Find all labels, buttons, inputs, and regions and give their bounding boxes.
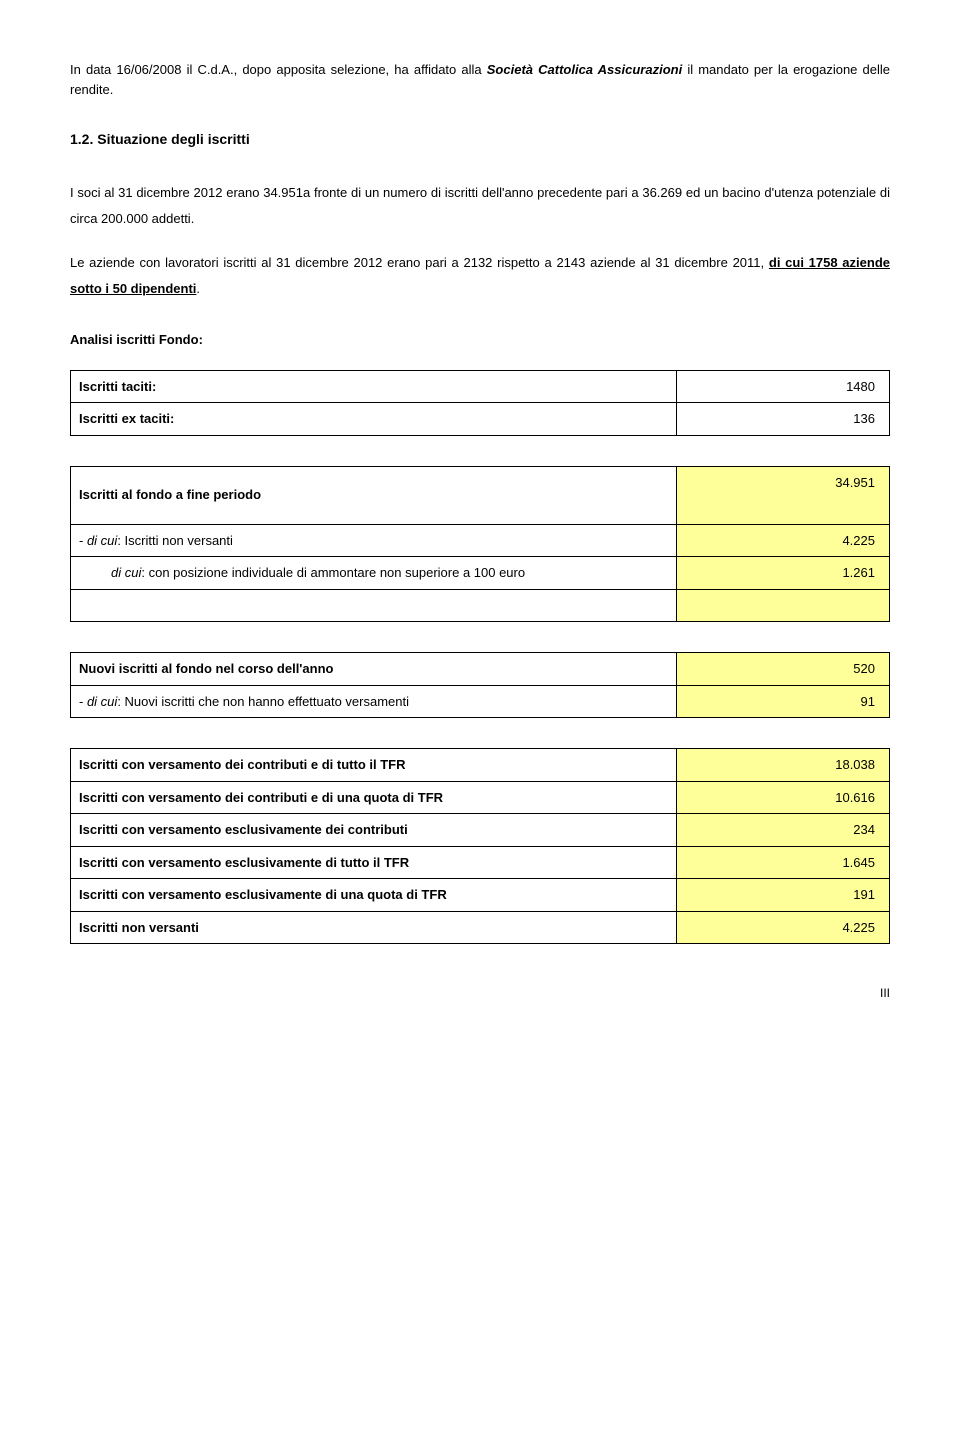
cell-value: 191 — [677, 879, 890, 912]
table-row: Iscritti con versamento dei contributi e… — [71, 781, 890, 814]
cell-label: Iscritti con versamento esclusivamente d… — [71, 879, 677, 912]
cell-label: Nuovi iscritti al fondo nel corso dell'a… — [71, 653, 677, 686]
table-row: Iscritti con versamento dei contributi e… — [71, 749, 890, 782]
cell-label: Iscritti al fondo a fine periodo — [71, 466, 677, 524]
cell-value: 234 — [677, 814, 890, 847]
cell-label: Iscritti ex taciti: — [71, 403, 677, 436]
table-row: di cui: con posizione individuale di amm… — [71, 557, 890, 590]
table-row: Iscritti non versanti 4.225 — [71, 911, 890, 944]
cell-label: di cui: con posizione individuale di amm… — [71, 557, 677, 590]
intro-paragraph-2: I soci al 31 dicembre 2012 erano 34.951a… — [70, 180, 890, 232]
cell-label: Iscritti con versamento esclusivamente d… — [71, 814, 677, 847]
cell-value: 1.261 — [677, 557, 890, 590]
cell-label: Iscritti con versamento dei contributi e… — [71, 749, 677, 782]
table-iscritti-fine-periodo: Iscritti al fondo a fine periodo 34.951 … — [70, 466, 890, 623]
table-row: Iscritti taciti: 1480 — [71, 370, 890, 403]
text-italic: di cui — [111, 565, 141, 580]
cell-value: 34.951 — [677, 466, 890, 524]
cell-value: 10.616 — [677, 781, 890, 814]
table-nuovi-iscritti: Nuovi iscritti al fondo nel corso dell'a… — [70, 652, 890, 718]
cell-value: 18.038 — [677, 749, 890, 782]
text: : con posizione individuale di ammontare… — [141, 565, 525, 580]
text: Le aziende con lavoratori iscritti al 31… — [70, 255, 769, 270]
text: . — [196, 281, 200, 296]
text: : Nuovi iscritti che non hanno effettuat… — [117, 694, 409, 709]
cell-value: 4.225 — [677, 911, 890, 944]
table-row: Iscritti con versamento esclusivamente d… — [71, 879, 890, 912]
cell-value: 136 — [677, 403, 890, 436]
table-row — [71, 589, 890, 622]
cell-label: Iscritti taciti: — [71, 370, 677, 403]
table-row: - di cui: Iscritti non versanti 4.225 — [71, 524, 890, 557]
text: - — [79, 694, 87, 709]
table-taciti: Iscritti taciti: 1480 Iscritti ex taciti… — [70, 370, 890, 436]
analisi-heading: Analisi iscritti Fondo: — [70, 330, 890, 350]
table-row: Nuovi iscritti al fondo nel corso dell'a… — [71, 653, 890, 686]
text: - — [79, 533, 87, 548]
table-row: Iscritti al fondo a fine periodo 34.951 — [71, 466, 890, 524]
table-row: - di cui: Nuovi iscritti che non hanno e… — [71, 685, 890, 718]
table-row: Iscritti con versamento esclusivamente d… — [71, 846, 890, 879]
cell-value: 1480 — [677, 370, 890, 403]
cell-label: Iscritti non versanti — [71, 911, 677, 944]
cell-label: Iscritti con versamento esclusivamente d… — [71, 846, 677, 879]
text: In data 16/06/2008 il C.d.A., dopo appos… — [70, 62, 487, 77]
cell-value: 520 — [677, 653, 890, 686]
text-italic: di cui — [87, 694, 117, 709]
text: : Iscritti non versanti — [117, 533, 233, 548]
cell-empty — [71, 589, 677, 622]
cell-value: 91 — [677, 685, 890, 718]
cell-label: Iscritti con versamento dei contributi e… — [71, 781, 677, 814]
cell-empty — [677, 589, 890, 622]
table-versamenti: Iscritti con versamento dei contributi e… — [70, 748, 890, 944]
section-heading: 1.2. Situazione degli iscritti — [70, 129, 890, 150]
intro-paragraph-1: In data 16/06/2008 il C.d.A., dopo appos… — [70, 60, 890, 99]
cell-value: 4.225 — [677, 524, 890, 557]
cell-value: 1.645 — [677, 846, 890, 879]
intro-paragraph-3: Le aziende con lavoratori iscritti al 31… — [70, 250, 890, 302]
table-row: Iscritti ex taciti: 136 — [71, 403, 890, 436]
cell-label: - di cui: Nuovi iscritti che non hanno e… — [71, 685, 677, 718]
company-name: Società Cattolica Assicurazioni — [487, 62, 682, 77]
page-number: III — [70, 984, 890, 1002]
text-italic: di cui — [87, 533, 117, 548]
table-row: Iscritti con versamento esclusivamente d… — [71, 814, 890, 847]
cell-label: - di cui: Iscritti non versanti — [71, 524, 677, 557]
